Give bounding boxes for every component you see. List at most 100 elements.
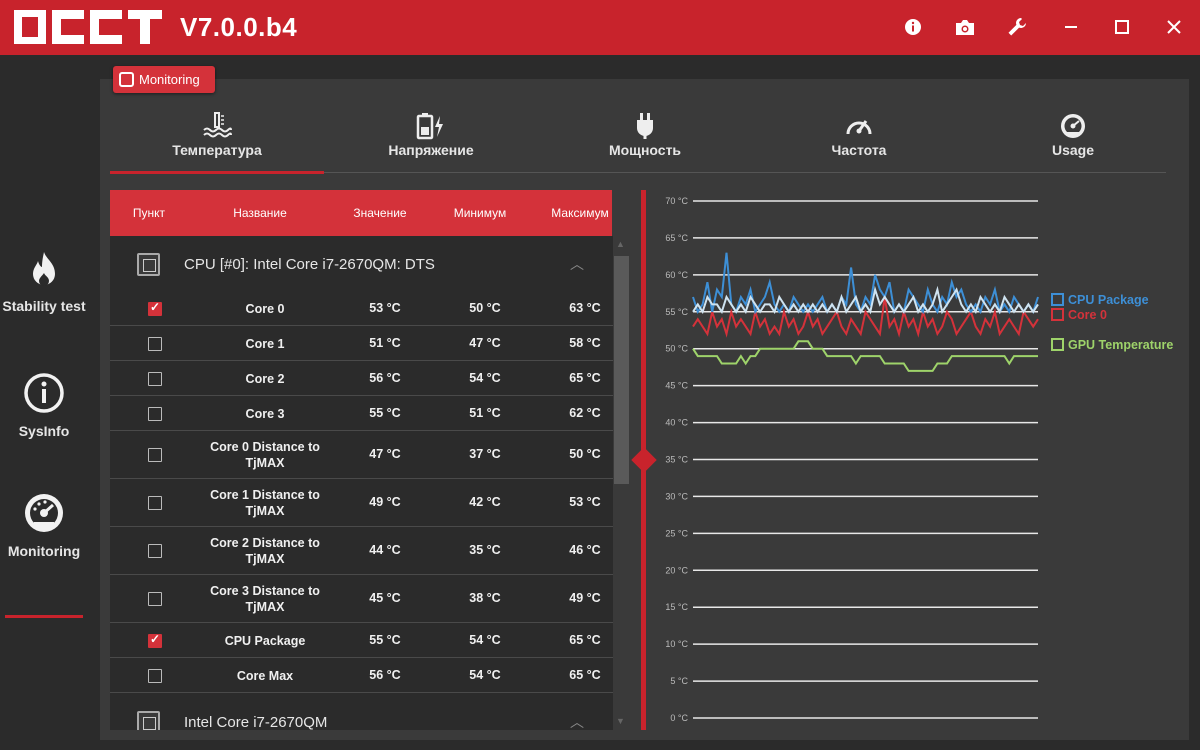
sensor-name: Core 2 [245, 371, 285, 386]
table-header: Пункт Название Значение Минимум Максимум [110, 190, 612, 236]
battery-icon [416, 112, 446, 145]
group-checkbox[interactable] [137, 711, 160, 730]
sensor-value: 56 °C [369, 667, 401, 682]
close-icon[interactable] [1159, 12, 1189, 42]
sensor-name: Core 1 Distance to TjMAX [210, 488, 320, 518]
table-row[interactable]: Core 1 51 °C 47 °C 58 °C [110, 326, 613, 361]
group-row-cpu[interactable]: Intel Core i7-2670QM ︿ [110, 694, 613, 730]
gauge-icon [1058, 112, 1088, 145]
camera-icon[interactable] [950, 12, 980, 42]
row-checkbox[interactable] [148, 668, 162, 683]
sensor-value: 56 °C [369, 370, 401, 385]
table-scrollbar[interactable]: ▲ ▼ [613, 236, 630, 730]
row-checkbox[interactable] [148, 632, 162, 648]
sensor-min: 42 °C [469, 495, 501, 509]
sensor-value: 51 °C [369, 335, 401, 350]
table-row[interactable]: Core 1 Distance to TjMAX 49 °C 42 °C 53 °C [110, 479, 613, 527]
chevron-up-icon[interactable]: ︿ [570, 256, 584, 272]
tab-temperature[interactable]: Температура [110, 110, 324, 174]
sidebar: Stability test SysInfo Monitoring [0, 55, 88, 750]
sensor-max: 58 °C [569, 335, 601, 350]
sensor-name: Core 0 [245, 301, 285, 316]
sidebar-item-stability-test[interactable]: Stability test [0, 251, 88, 314]
row-checkbox[interactable] [148, 300, 162, 316]
sensor-max: 63 °C [569, 300, 601, 315]
sensor-min: 38 °C [469, 591, 501, 605]
sensor-value: 55 °C [369, 632, 401, 647]
sensor-max: 65 °C [569, 632, 601, 647]
column-header-value[interactable]: Значение [353, 206, 407, 220]
speedometer-icon [844, 112, 874, 145]
maximize-icon[interactable] [1107, 12, 1137, 42]
column-header-item[interactable]: Пункт [132, 206, 166, 220]
sensor-max: 65 °C [569, 667, 601, 682]
thermometer-icon [202, 112, 232, 145]
badge-label: Monitoring [139, 72, 200, 87]
table-row[interactable]: Core 3 Distance to TjMAX 45 °C 38 °C 49 °C [110, 575, 613, 623]
legend-item-cpu-package[interactable]: CPU Package [1051, 293, 1149, 307]
legend-label: CPU Package [1068, 293, 1149, 307]
legend-item-core-0[interactable]: Core 0 [1051, 308, 1107, 322]
column-header-max[interactable]: Максимум [551, 206, 609, 220]
title-bar: V7.0.0.b4 [0, 0, 1200, 55]
minimize-icon[interactable] [1056, 12, 1086, 42]
group-row-cpu-dts[interactable]: CPU [#0]: Intel Core i7-2670QM: DTS ︿ [110, 236, 613, 294]
row-checkbox[interactable] [148, 544, 162, 558]
tab-label: Напряжение [388, 142, 474, 158]
row-checkbox[interactable] [148, 496, 162, 510]
series-line-unlabeled [692, 285, 1039, 315]
group-checkbox[interactable] [137, 253, 160, 276]
wrench-icon[interactable] [1002, 12, 1032, 42]
info-icon[interactable] [898, 12, 928, 42]
legend-item-gpu-temperature[interactable]: GPU Temperature [1051, 338, 1173, 352]
y-tick-label: 20 °C [665, 565, 688, 575]
legend-label: Core 0 [1068, 308, 1107, 322]
sensor-name: Core Max [236, 668, 294, 683]
scroll-thumb[interactable] [614, 256, 629, 484]
group-name: CPU [#0]: Intel Core i7-2670QM: DTS [184, 256, 435, 273]
tab-usage[interactable]: Usage [966, 110, 1180, 168]
sensor-max: 46 °C [569, 543, 601, 557]
sidebar-item-label: Monitoring [7, 543, 81, 559]
square-icon [119, 72, 134, 87]
sensor-max: 49 °C [569, 591, 601, 605]
row-checkbox[interactable] [148, 371, 162, 386]
sidebar-item-sysinfo[interactable]: SysInfo [0, 372, 88, 439]
sensor-name: Core 0 Distance to TjMAX [210, 440, 320, 470]
scroll-up-icon[interactable]: ▲ [616, 239, 625, 249]
gauge-icon [23, 494, 65, 538]
sensor-min: 54 °C [469, 667, 501, 682]
row-checkbox[interactable] [148, 336, 162, 351]
y-tick-label: 35 °C [665, 455, 688, 465]
chevron-up-icon[interactable]: ︿ [570, 714, 584, 730]
table-row[interactable]: Core 2 56 °C 54 °C 65 °C [110, 361, 613, 396]
legend-swatch [1051, 338, 1064, 351]
sensor-value: 44 °C [369, 543, 401, 557]
table-row[interactable]: Core 0 53 °C 50 °C 63 °C [110, 291, 613, 326]
sensor-value: 45 °C [369, 591, 401, 605]
y-tick-label: 50 °C [665, 344, 688, 354]
tab-frequency[interactable]: Частота [752, 110, 966, 168]
scroll-down-icon[interactable]: ▼ [616, 716, 625, 726]
table-row[interactable]: Core 3 55 °C 51 °C 62 °C [110, 396, 613, 431]
y-tick-label: 10 °C [665, 639, 688, 649]
sensor-name: Core 2 Distance to TjMAX [210, 536, 320, 566]
table-row[interactable]: Core 2 Distance to TjMAX 44 °C 35 °C 46 °C [110, 527, 613, 575]
table-row[interactable]: Core Max 56 °C 54 °C 65 °C [110, 658, 613, 693]
table-row[interactable]: Core 0 Distance to TjMAX 47 °C 37 °C 50 °C [110, 431, 613, 479]
sidebar-item-label: Stability test [2, 298, 86, 314]
tab-power[interactable]: Мощность [538, 110, 752, 168]
tab-voltage[interactable]: Напряжение [324, 110, 538, 168]
y-tick-label: 0 °C [670, 713, 688, 723]
y-tick-label: 25 °C [665, 528, 688, 538]
column-header-min[interactable]: Минимум [453, 206, 507, 220]
info-icon [23, 373, 65, 418]
column-header-name[interactable]: Название [233, 206, 287, 220]
sidebar-item-monitoring[interactable]: Monitoring [0, 492, 88, 559]
table-row[interactable]: CPU Package 55 °C 54 °C 65 °C [110, 623, 613, 658]
row-checkbox[interactable] [148, 406, 162, 421]
row-checkbox[interactable] [148, 592, 162, 606]
sensor-value: 49 °C [369, 495, 401, 509]
row-checkbox[interactable] [148, 448, 162, 462]
temperature-chart: 70 °C 65 °C 60 °C 55 °C 50 °C 45 °C 40 °C 35 °C… [655, 190, 1185, 735]
